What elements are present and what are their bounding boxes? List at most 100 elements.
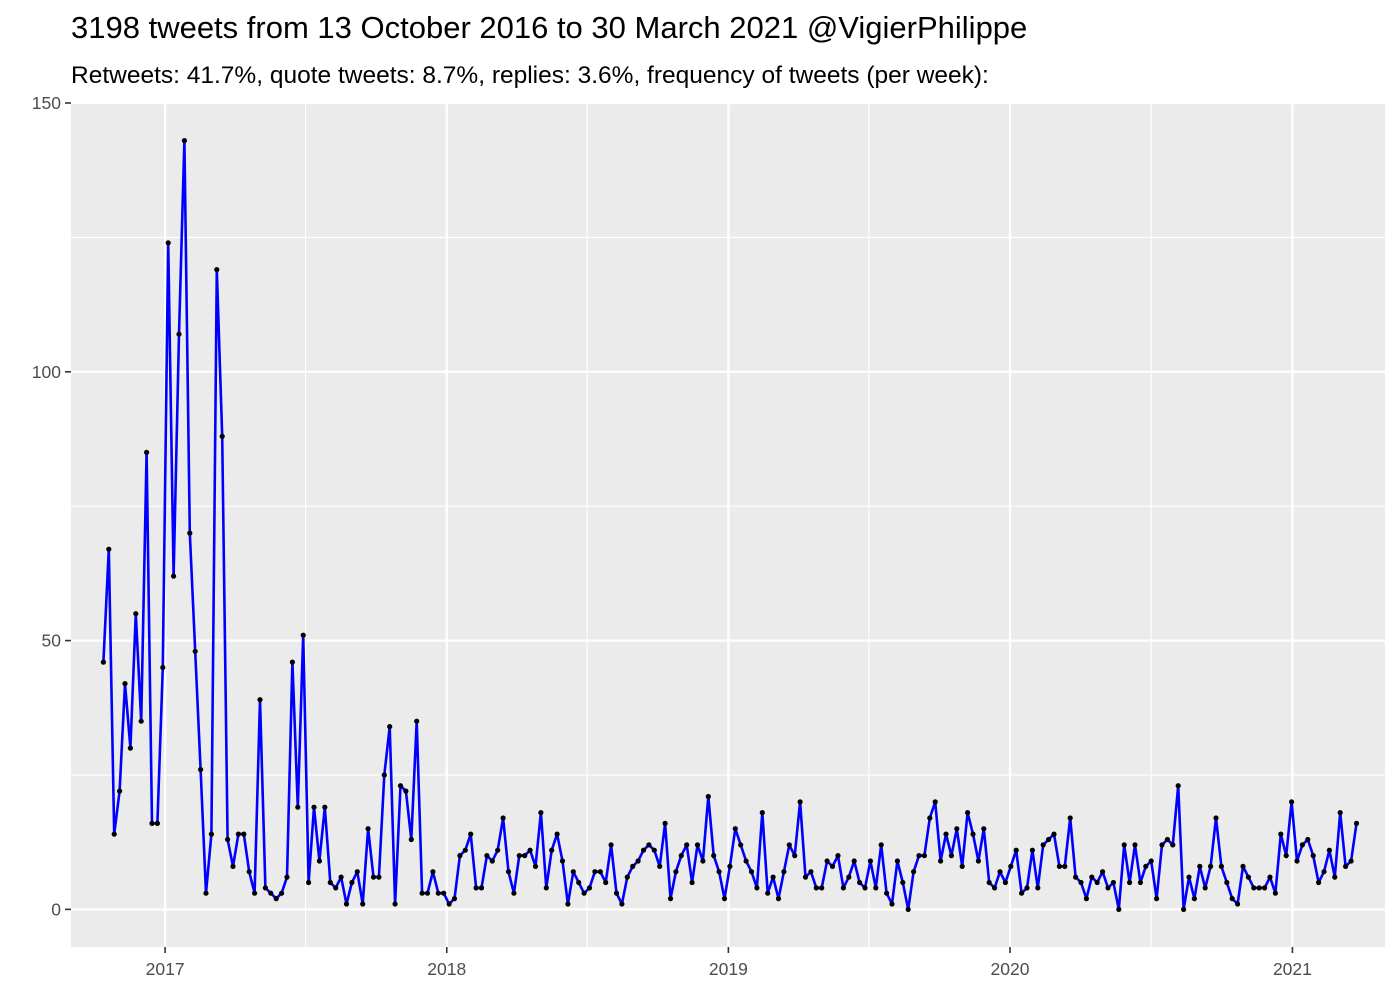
data-point (295, 804, 301, 810)
data-point (1002, 879, 1009, 886)
data-point (997, 869, 1003, 875)
data-point (900, 879, 906, 886)
x-tick-label: 2018 (427, 959, 466, 979)
data-point (1316, 879, 1322, 886)
data-point (354, 869, 360, 875)
data-point (965, 810, 971, 816)
data-point (824, 858, 830, 864)
data-point (473, 885, 479, 891)
data-point (1348, 858, 1354, 864)
data-point (1299, 842, 1305, 848)
data-point (181, 138, 187, 144)
data-point (1278, 831, 1284, 837)
minor-gridlines (71, 103, 1385, 947)
data-point (797, 799, 803, 805)
data-point (500, 815, 506, 821)
data-point (235, 831, 241, 837)
data-point (333, 885, 339, 891)
data-point (1224, 879, 1230, 886)
data-point (738, 842, 744, 848)
data-point (1164, 836, 1170, 843)
data-point (1056, 863, 1062, 870)
data-point (484, 853, 490, 859)
data-point (165, 240, 171, 246)
data-point (257, 697, 263, 703)
data-point (684, 842, 690, 848)
data-point (846, 874, 852, 880)
data-point (408, 836, 414, 843)
data-point (203, 890, 209, 896)
data-point (1094, 879, 1100, 886)
data-point (1089, 874, 1095, 880)
x-tick-label: 2019 (709, 959, 748, 979)
data-point (1332, 874, 1338, 880)
data-point (1132, 842, 1138, 848)
data-point (370, 874, 377, 880)
data-point (943, 831, 949, 837)
data-point (349, 879, 355, 886)
data-point (414, 718, 420, 724)
data-point (754, 885, 760, 891)
data-point (921, 853, 928, 859)
data-point (630, 863, 636, 870)
data-point (829, 863, 836, 870)
data-point (360, 901, 366, 907)
data-point (1202, 885, 1208, 891)
data-point (1137, 879, 1143, 886)
data-point (959, 863, 965, 870)
data-point (1159, 842, 1165, 848)
data-point (268, 890, 274, 896)
data-point (225, 836, 231, 843)
y-axis: 0 50 100 150 (32, 93, 71, 919)
data-point (338, 874, 344, 880)
data-point (279, 890, 285, 896)
data-point (1035, 885, 1041, 891)
data-point (1235, 901, 1241, 907)
data-point (1197, 863, 1203, 870)
data-point (322, 804, 328, 810)
data-point (241, 831, 247, 837)
data-point (640, 847, 647, 853)
data-point (527, 847, 533, 853)
x-tick-label: 2017 (146, 959, 185, 979)
data-point (759, 810, 765, 816)
data-point (1148, 858, 1154, 864)
data-point (160, 664, 166, 671)
data-point (117, 788, 123, 794)
data-point (835, 853, 841, 859)
data-point (252, 890, 258, 896)
data-point (1321, 869, 1327, 875)
data-points (100, 138, 1360, 913)
x-tick-label: 2020 (991, 959, 1030, 979)
data-point (727, 863, 733, 870)
data-point (981, 826, 987, 832)
data-point (1083, 896, 1089, 902)
data-point (397, 783, 404, 789)
data-point (1040, 842, 1046, 848)
data-point (1029, 847, 1035, 853)
data-point (154, 820, 160, 827)
data-point (694, 842, 701, 848)
data-point (932, 799, 938, 805)
data-point (1170, 842, 1176, 848)
data-point (171, 573, 177, 579)
data-point (262, 885, 268, 891)
data-point (916, 853, 922, 859)
y-tick-label: 0 (51, 899, 61, 919)
data-point (1267, 874, 1273, 880)
data-point (905, 906, 911, 913)
data-point (1283, 853, 1289, 859)
data-point (775, 896, 782, 902)
data-point (1100, 869, 1106, 875)
data-point (1251, 885, 1257, 891)
data-point (387, 724, 393, 730)
data-point (992, 885, 998, 891)
data-point (133, 611, 139, 617)
data-point (192, 648, 198, 654)
data-point (543, 885, 549, 891)
data-point (792, 853, 798, 859)
data-point (1310, 853, 1316, 859)
data-point (441, 890, 447, 896)
data-point (721, 896, 728, 902)
major-gridlines (71, 101, 1385, 947)
